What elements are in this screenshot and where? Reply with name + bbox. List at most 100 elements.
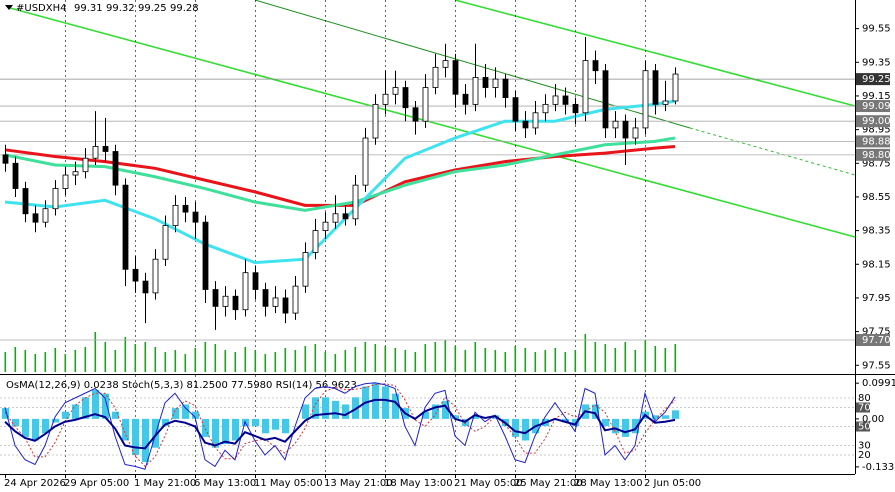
candle-body (482, 77, 489, 88)
x-tick-label: 6 May 13:00 (194, 478, 256, 489)
osma-bar (82, 397, 89, 419)
volume-bar (244, 347, 247, 372)
candle-body (512, 97, 519, 122)
candle-body (452, 60, 459, 95)
volume-bar (444, 340, 447, 372)
volume-bar (144, 342, 147, 372)
x-tick-label: 28 May 13:00 (574, 478, 643, 489)
y-tick-label: 98.15 (862, 259, 891, 270)
candle-body (292, 285, 299, 314)
header-value: 99.32 (106, 3, 135, 14)
level-box (856, 334, 890, 347)
volume-bar (414, 352, 417, 372)
osma-bar (122, 418, 129, 441)
candle-body (582, 60, 589, 114)
osma-bar (272, 418, 279, 430)
candle-body (12, 162, 19, 189)
level-label: 99.00 (862, 116, 891, 127)
osma-bar (42, 418, 49, 434)
y-tick-label: 97.95 (862, 293, 891, 304)
volume-bar (304, 346, 307, 372)
x-tick-label: 29 Apr 05:00 (64, 478, 129, 489)
volume-bar (484, 348, 487, 372)
volume-bar (394, 348, 397, 372)
y-tick-label: 98.75 (862, 158, 891, 169)
osma-bar (252, 418, 259, 427)
channel-line (9, 7, 856, 238)
volume-bar (134, 344, 137, 372)
osma-bar (522, 418, 529, 441)
volume-bar (314, 344, 317, 372)
candle-body (32, 213, 39, 223)
candle-body (672, 73, 679, 102)
volume-bar (434, 342, 437, 372)
volume-bar (644, 340, 647, 372)
osma-bar (192, 411, 199, 419)
candle-body (322, 221, 329, 232)
x-tick-label: 24 Apr 2026 (4, 478, 66, 489)
x-tick-label: 21 May 05:00 (454, 478, 523, 489)
volume-bar (584, 334, 587, 372)
volume-bar (514, 346, 517, 372)
osma-bar (112, 411, 119, 419)
candle-body (562, 95, 569, 105)
y-tick-label: 97.55 (862, 360, 891, 371)
volume-bar (124, 337, 127, 372)
osma-bar (602, 418, 609, 427)
y-tick-label: 99.15 (862, 91, 891, 102)
osma-bar (202, 418, 209, 437)
y-tick-label: 98.35 (862, 226, 891, 237)
candle-body (22, 188, 29, 215)
level-box (856, 421, 870, 432)
osma-bar (612, 418, 619, 434)
level-box (856, 73, 890, 86)
volume-bar (344, 350, 347, 372)
candle-body (392, 87, 399, 95)
y-tick-label: 99.35 (862, 57, 891, 68)
volume-bar (564, 352, 567, 372)
volume-bar (214, 344, 217, 372)
candle-body (632, 127, 639, 139)
stoch-line (4, 382, 676, 470)
candle-body (522, 120, 529, 129)
osma-bar (32, 418, 39, 441)
osma-bar (22, 418, 29, 437)
volume-bar (624, 342, 627, 372)
volume-bar (404, 350, 407, 372)
osma-bar (12, 418, 19, 427)
osma-bar (432, 404, 439, 419)
osma-bar (622, 418, 629, 437)
volume-bar (664, 348, 667, 372)
candle-body (442, 60, 449, 68)
level-tick-label: 80 (858, 393, 871, 404)
candle-body (122, 184, 129, 270)
x-tick-label: 18 May 13:00 (384, 478, 453, 489)
osma-bar (472, 415, 479, 419)
level-label: 97.70 (862, 335, 891, 346)
volume-bar (94, 332, 97, 372)
osma-bar (312, 397, 319, 419)
level-box (856, 148, 890, 161)
symbol-title: #USDXH4 (16, 3, 66, 14)
volume-bar (324, 352, 327, 372)
collapse-icon[interactable] (5, 5, 13, 10)
volume-bar (84, 347, 87, 372)
candle-body (52, 188, 59, 210)
header-value: 99.31 (74, 3, 103, 14)
channel-line (454, 0, 856, 107)
level-tick-label: 50 (858, 422, 871, 433)
osma-bar (592, 404, 599, 419)
volume-bar (44, 352, 47, 372)
level-label: 99.25 (862, 74, 891, 85)
volume-bar (594, 342, 597, 372)
y-tick-label: 99.55 (862, 24, 891, 35)
candle-body (312, 230, 319, 253)
volume-bar (354, 347, 357, 372)
candle-body (412, 107, 419, 122)
volume-bar (254, 350, 257, 372)
volume-bar (604, 344, 607, 372)
volume-bar (184, 354, 187, 372)
osma-bar (262, 418, 269, 434)
volume-bar (654, 346, 657, 372)
header-value: 99.28 (170, 3, 199, 14)
